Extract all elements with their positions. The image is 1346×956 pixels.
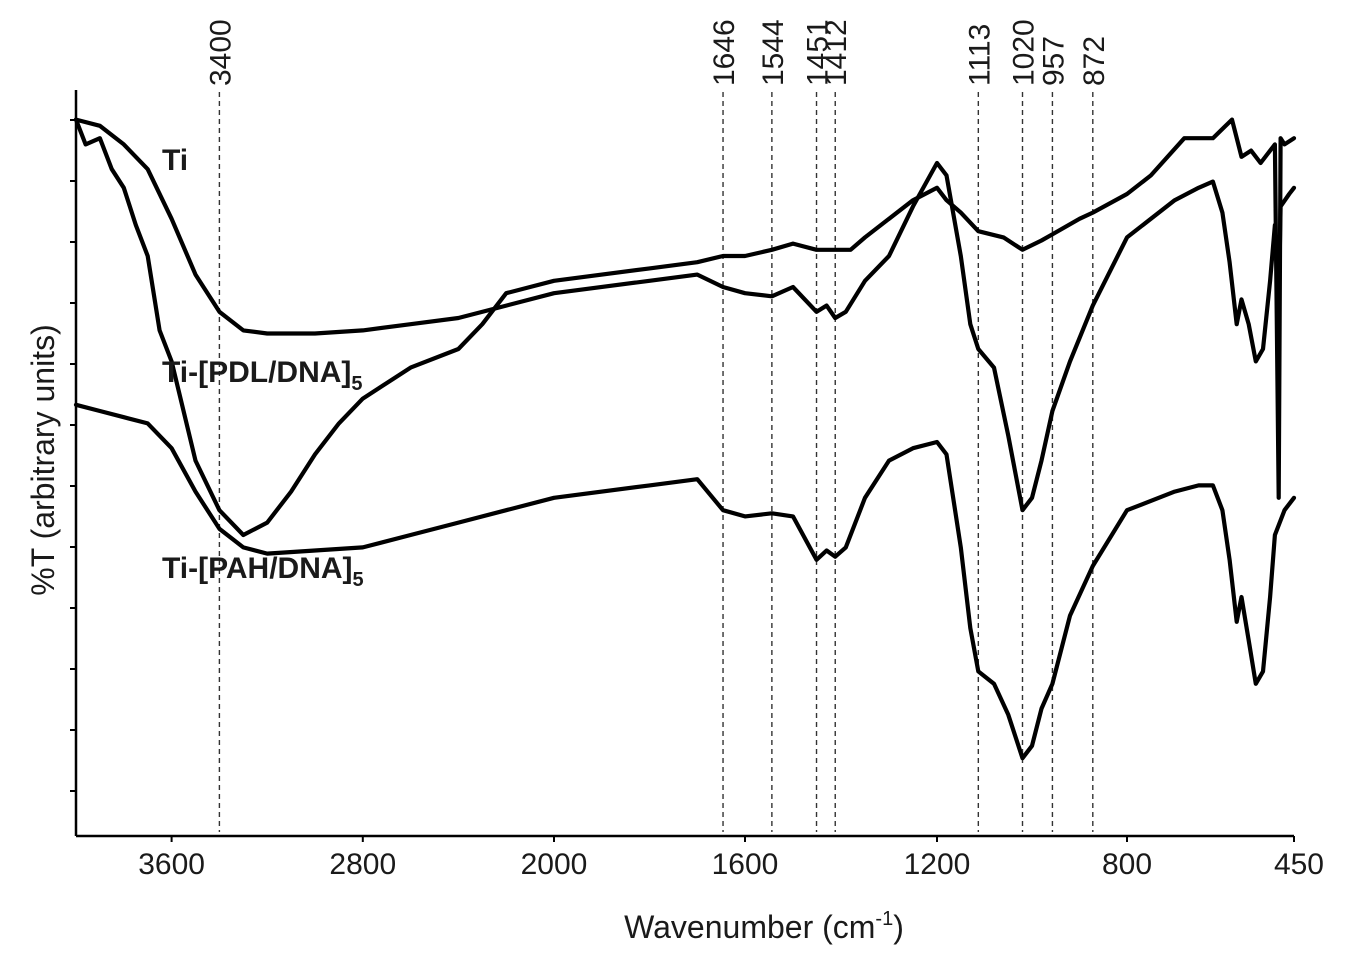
series-lines (73, 117, 1297, 761)
series-label-text: Ti-[PAH/DNA] (162, 552, 353, 585)
series-label-sub: 5 (351, 373, 362, 395)
peak-label: 3400 (204, 19, 237, 86)
axes (74, 90, 1294, 838)
peak-label: 872 (1078, 36, 1111, 86)
peak-label: 1020 (1008, 19, 1041, 86)
series-label-text: Ti-[PDL/DNA] (162, 356, 351, 389)
x-axis-title-close: ) (893, 909, 904, 945)
x-axis-title: Wavenumber (cm-1) (624, 908, 904, 945)
x-tick-label: 450 (1274, 848, 1324, 881)
peak-label: 1412 (820, 19, 853, 86)
x-tick-label: 1200 (904, 848, 971, 881)
series-line-2 (73, 117, 1297, 513)
series-label-text: Ti (162, 144, 188, 177)
y-ticks (70, 119, 76, 792)
x-tick-label: 2000 (521, 848, 588, 881)
peak-label: 1646 (708, 19, 741, 86)
x-tick-label: 3600 (138, 848, 205, 881)
x-ticks: 3600 2800 2000 1600 1200 800 450 (138, 836, 1324, 881)
series-line-3 (73, 402, 1297, 761)
series-line-1 (73, 117, 1297, 538)
x-axis-title-sup: -1 (875, 908, 893, 930)
x-tick-label: 2800 (329, 848, 396, 881)
peak-label: 1113 (963, 24, 996, 86)
x-axis-title-main: Wavenumber (cm (624, 909, 875, 945)
peak-label: 957 (1037, 36, 1070, 86)
series-label-sub: 5 (353, 569, 364, 591)
x-tick-label: 800 (1102, 848, 1152, 881)
peak-label: 1544 (757, 19, 790, 86)
series-label-3: Ti-[PAH/DNA]5 (162, 552, 364, 591)
series-label-1: Ti (162, 144, 188, 177)
y-axis-title: %T (arbitrary units) (25, 324, 61, 595)
x-tick-label: 1600 (712, 848, 779, 881)
series-label-2: Ti-[PDL/DNA]5 (162, 356, 363, 395)
peak-label: 1451 (802, 19, 835, 86)
